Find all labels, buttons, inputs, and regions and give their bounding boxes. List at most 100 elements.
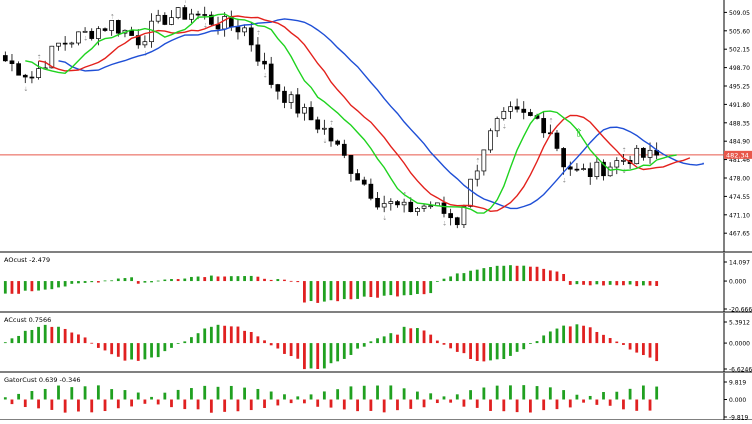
candle [361, 176, 367, 186]
histogram-bar [489, 399, 492, 411]
histogram-bar [409, 399, 413, 409]
blue-line [58, 18, 704, 210]
histogram-bar [389, 333, 393, 344]
histogram-bar [223, 276, 227, 282]
candle-body [474, 170, 480, 180]
gator-indicator-pane[interactable] [0, 373, 752, 421]
price-tick-label: 467.65 [729, 231, 750, 238]
histogram-bar [376, 281, 379, 298]
indicator-tick-label: 0.0000 [729, 341, 750, 348]
candle-body [288, 94, 294, 103]
histogram-bar [402, 388, 406, 400]
price-pane[interactable]: ⇣⇡⇣⇡⇣⇡⇣⇡⇣⇣⇡⇣⇡⇣⇡⇣⇡⇣⇣⇡⇧ [0, 0, 752, 253]
histogram-bar [615, 391, 619, 400]
histogram-bar [50, 326, 54, 344]
candle-body [2, 55, 8, 62]
candle-body [36, 68, 41, 78]
histogram-bar [429, 393, 433, 400]
histogram-bar [568, 281, 572, 285]
candle [541, 112, 547, 138]
histogram-bar [136, 343, 140, 361]
histogram-bar [309, 394, 313, 400]
histogram-bar [322, 343, 326, 369]
candle-body [634, 147, 640, 165]
histogram-bar [562, 273, 566, 282]
candle [2, 51, 8, 62]
price-tick-label: 488.35 [729, 120, 750, 127]
candle-body [9, 60, 15, 64]
price-tick-label: 484.90 [729, 139, 750, 146]
candle-body [441, 202, 447, 214]
candle-body [295, 94, 301, 114]
histogram-bar [3, 397, 7, 400]
histogram-bar [50, 281, 54, 290]
candle [288, 91, 294, 109]
histogram-bar [555, 399, 559, 410]
histogram-bar [548, 331, 552, 344]
histogram-bar [263, 278, 266, 282]
candle [348, 155, 354, 182]
histogram-bar [116, 343, 120, 357]
histogram-bar [170, 399, 173, 408]
candle [29, 71, 35, 84]
ac-indicator-pane[interactable] [0, 313, 752, 373]
histogram-bar [528, 399, 532, 413]
histogram-bar [449, 343, 453, 349]
candle-body [315, 119, 321, 130]
histogram-bar [256, 336, 260, 344]
ao-indicator-pane[interactable] [0, 253, 752, 313]
candle-body [322, 127, 327, 130]
histogram-bar [316, 343, 320, 369]
candle [209, 11, 214, 26]
candle-body [175, 7, 181, 18]
fractal-mark: ⇣ [83, 35, 88, 42]
histogram-bar [522, 343, 526, 350]
candle-body [62, 42, 68, 45]
candle: ⇡ [36, 54, 42, 80]
histogram-bar [435, 399, 439, 404]
candle [169, 10, 174, 26]
candle: ⇡ [328, 120, 334, 147]
fractal-mark: ⇣ [263, 72, 268, 79]
fractal-mark: ⇡ [110, 13, 115, 20]
histogram-bar [77, 281, 80, 284]
histogram-bar [103, 399, 107, 412]
fractal-mark: ⇣ [502, 124, 507, 131]
candle-body [182, 7, 188, 20]
candle [89, 28, 95, 41]
histogram-bar [283, 343, 286, 354]
candle [175, 6, 181, 20]
candle [49, 45, 55, 69]
candle-body [275, 84, 281, 92]
candle: ⇣⇡ [621, 147, 626, 175]
histogram-bar [336, 343, 340, 362]
histogram-bar [83, 281, 87, 283]
candle-body [115, 20, 121, 34]
histogram-bar [602, 392, 605, 400]
histogram-bar [203, 328, 207, 344]
candle-body [381, 203, 387, 208]
histogram-bar [203, 277, 207, 282]
histogram-bar [96, 343, 100, 348]
fractal-mark: ⇣ [621, 168, 626, 175]
candle [222, 12, 228, 37]
candle-body [102, 28, 108, 31]
candle: ⇣ [381, 195, 387, 222]
candle-body [195, 13, 201, 16]
histogram-bar [322, 391, 326, 400]
candle-body [209, 14, 214, 25]
histogram-bar [615, 341, 619, 344]
histogram-bar [236, 326, 240, 344]
histogram-bar [396, 334, 399, 344]
histogram-bar [635, 343, 639, 353]
candle-body [142, 41, 148, 46]
histogram-bar [376, 385, 379, 400]
histogram-bar [595, 281, 599, 285]
histogram-bar [63, 328, 67, 344]
histogram-bar [455, 273, 459, 282]
histogram-bar [342, 281, 346, 300]
histogram-bar [528, 266, 532, 282]
candle-body [282, 90, 287, 103]
